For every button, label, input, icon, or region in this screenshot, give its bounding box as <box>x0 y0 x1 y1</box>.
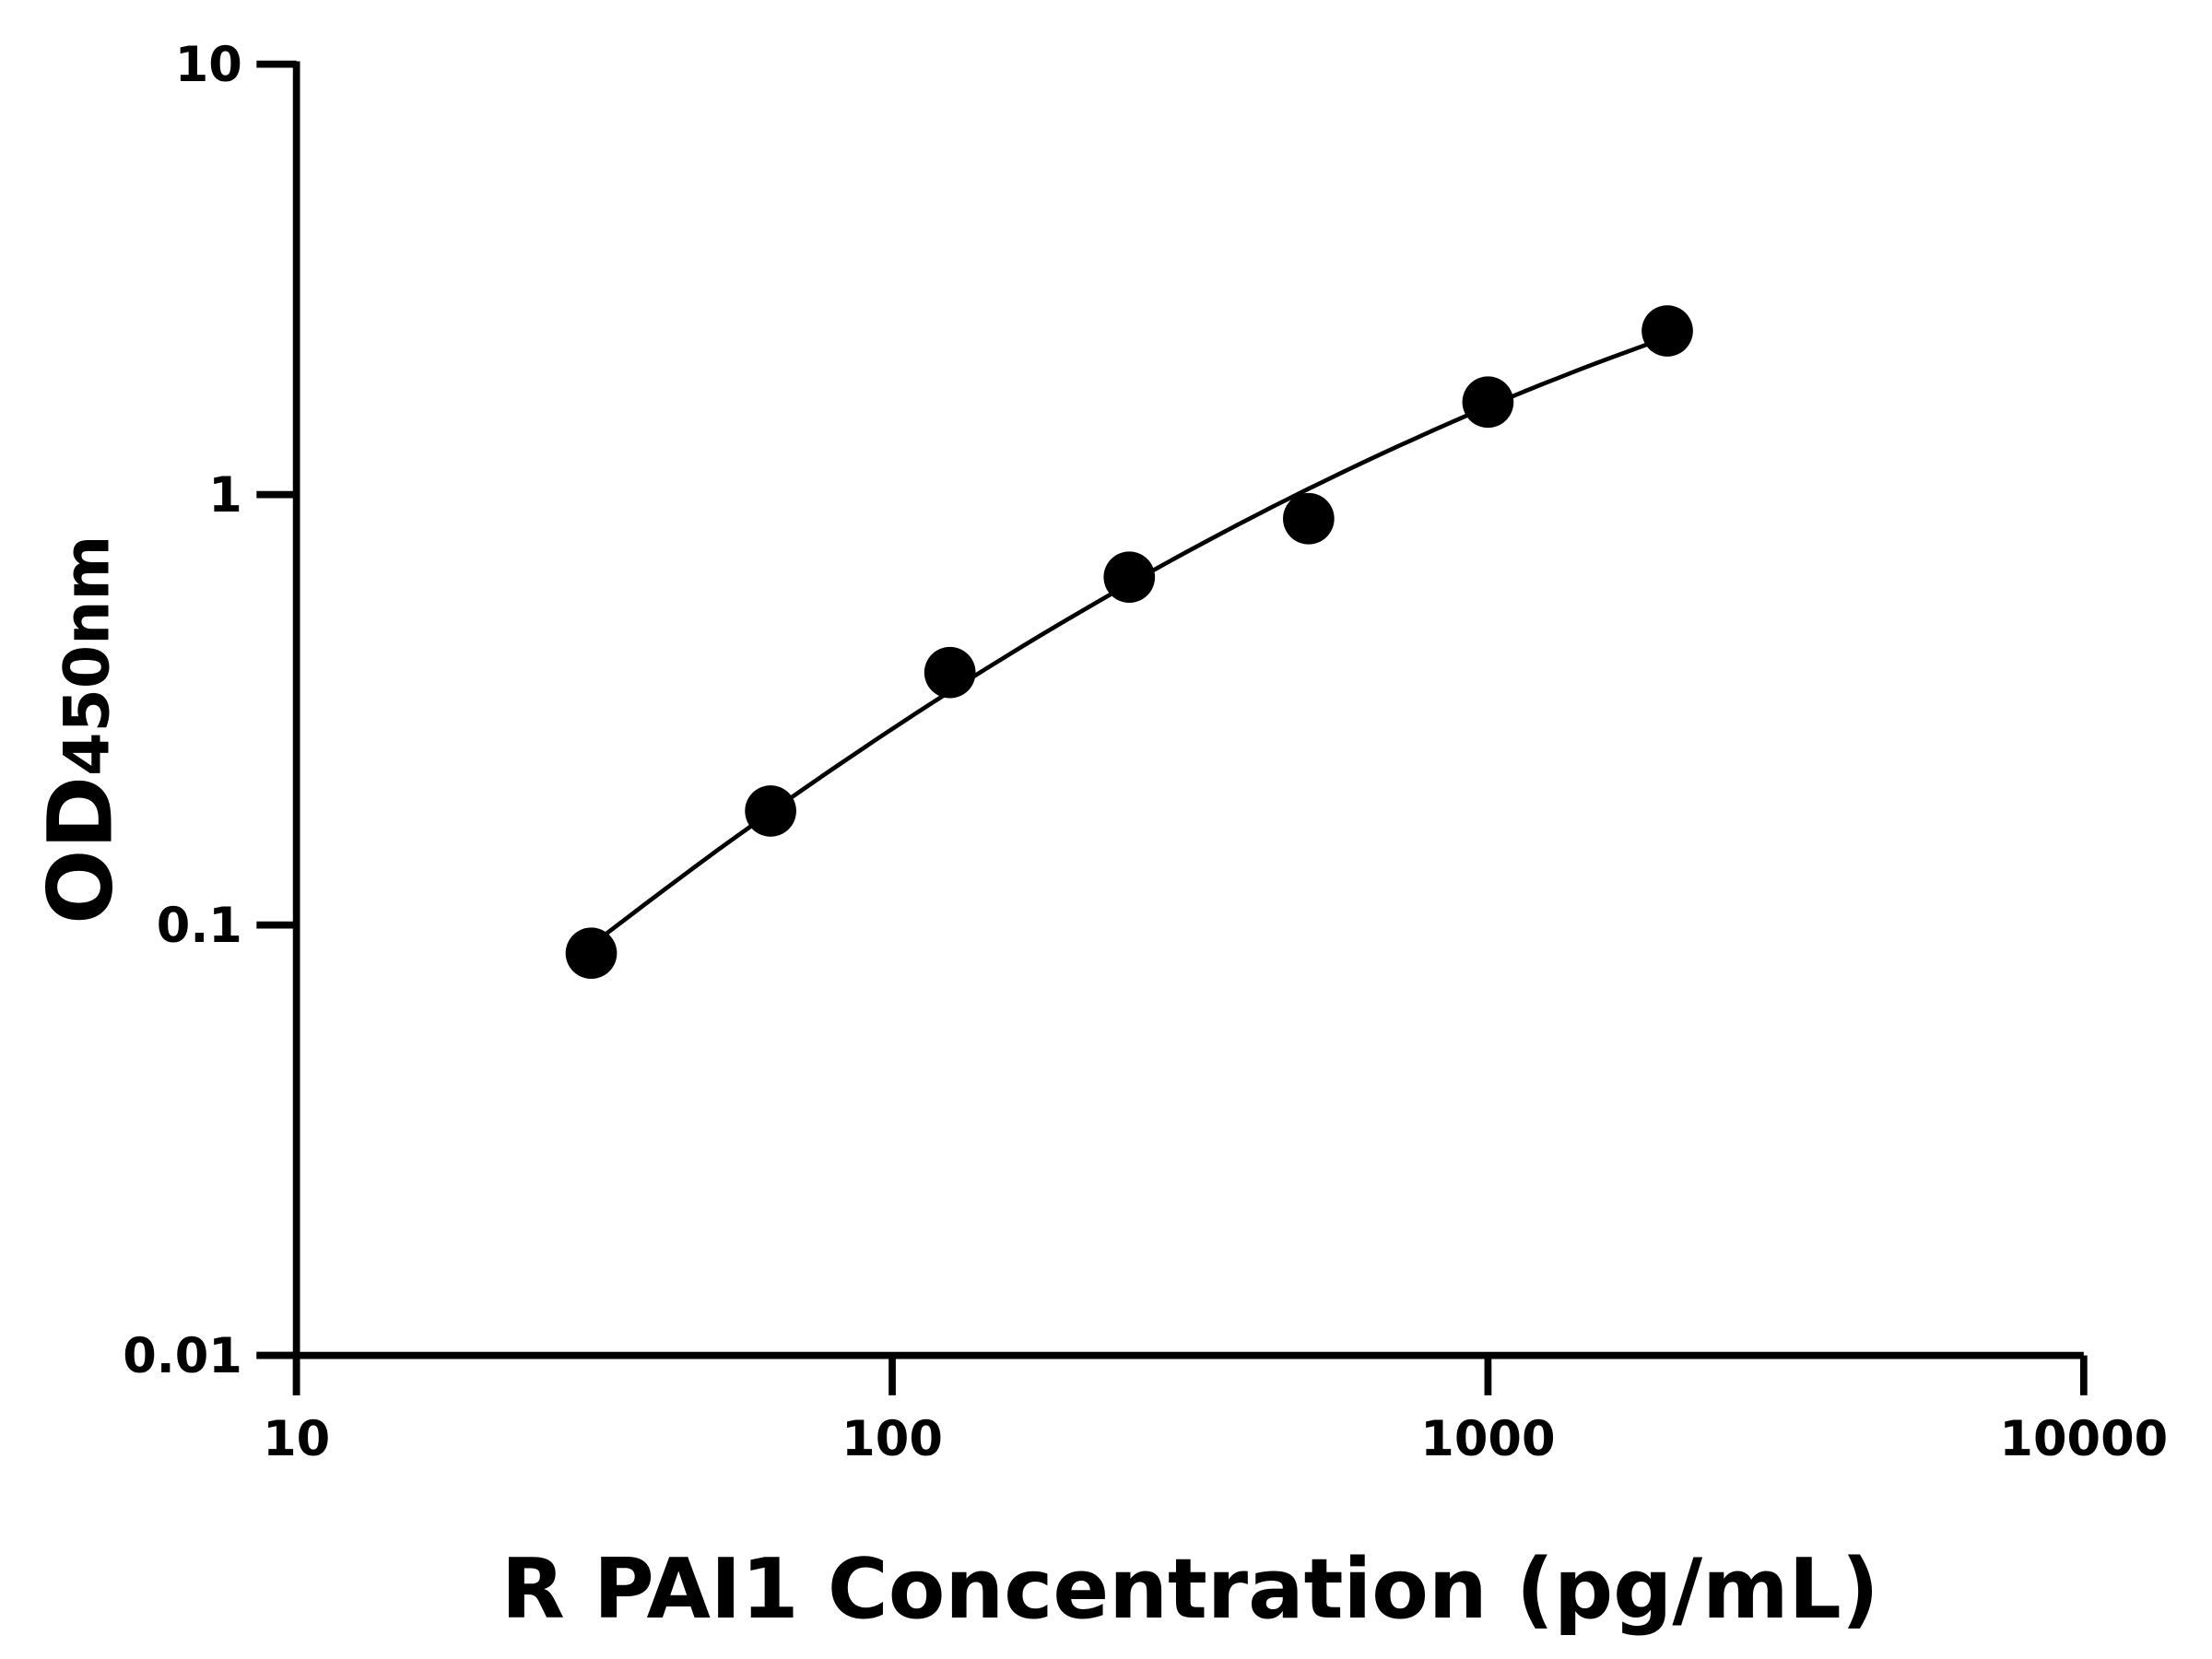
data-point <box>1103 551 1156 604</box>
data-point <box>1462 376 1514 429</box>
data-point <box>565 927 618 980</box>
axes <box>256 60 2088 1395</box>
tick-labels: 0.01 0.1 1 10 10 100 1000 10000 <box>123 37 2168 1467</box>
data-point <box>745 785 796 837</box>
y-tick-label: 0.01 <box>123 1328 242 1384</box>
x-tick-label: 100 <box>841 1411 943 1467</box>
data-point <box>1641 305 1693 357</box>
fit-curve <box>590 335 1668 947</box>
y-axis-label-subscript: 450nm <box>52 535 124 776</box>
y-tick-label: 0.1 <box>157 898 242 954</box>
y-axis-label-main: OD <box>29 776 133 924</box>
y-tick-label: 10 <box>175 37 242 93</box>
x-tick-label: 10000 <box>1999 1411 2168 1467</box>
data-point <box>1283 492 1335 545</box>
data-point <box>924 646 976 699</box>
data-points <box>565 305 1693 980</box>
y-tick-label: 1 <box>208 467 242 524</box>
x-tick-label: 10 <box>263 1411 330 1467</box>
y-axis-label: OD450nm <box>29 535 133 924</box>
x-axis-label: R PAI1 Concentration (pg/mL) <box>501 1542 1879 1638</box>
x-tick-label: 1000 <box>1420 1411 1555 1467</box>
